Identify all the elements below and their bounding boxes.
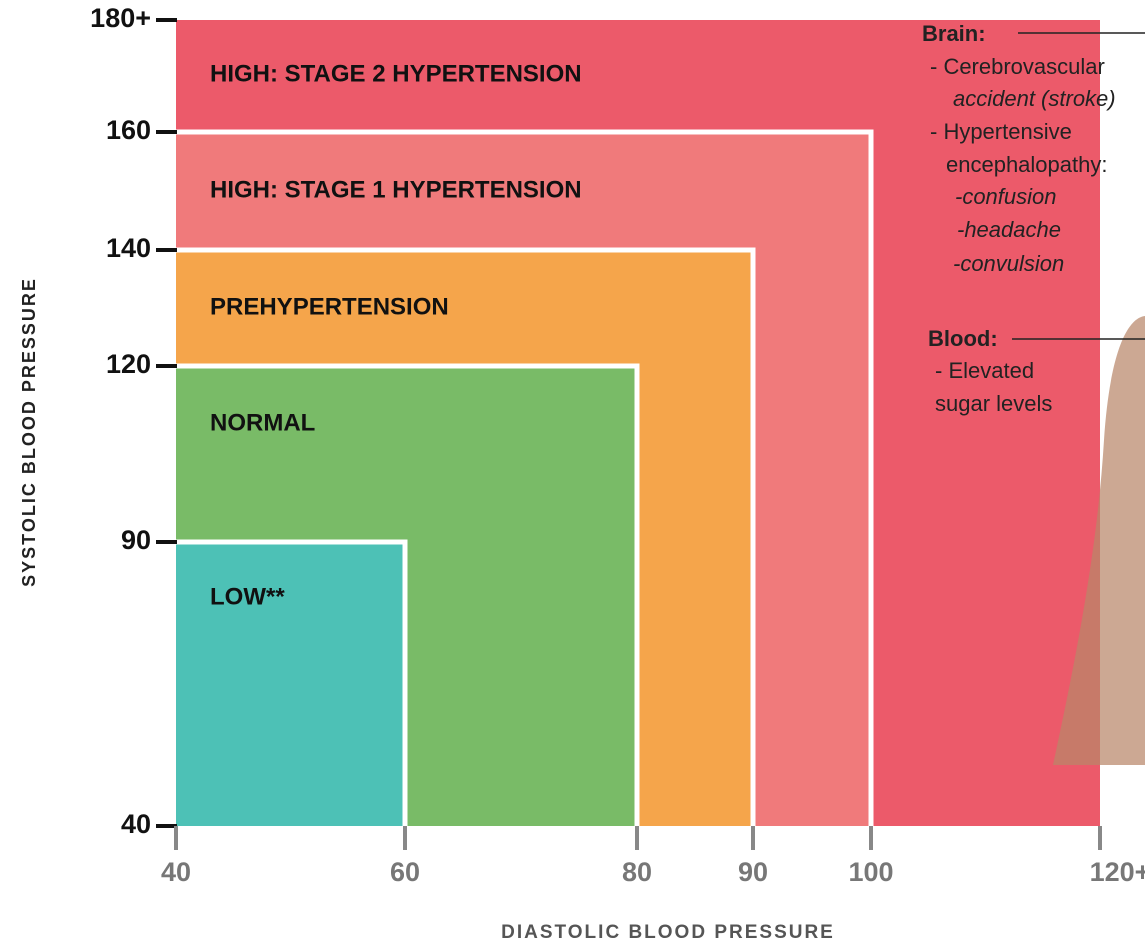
y-tick-label: 120 (106, 349, 151, 379)
zone-label: NORMAL (210, 409, 315, 436)
x-tick-label: 90 (738, 857, 768, 887)
annotation-line: -convulsion (953, 251, 1064, 276)
annotation-line: - Hypertensive (930, 119, 1072, 144)
annotation-line: sugar levels (935, 391, 1052, 416)
annotation-heading: Blood: (928, 326, 998, 351)
chart: HIGH: STAGE 2 HYPERTENSION HIGH: STAGE 1 … (0, 0, 1145, 945)
annotation-line: -confusion (955, 184, 1057, 209)
x-tick-label: 80 (622, 857, 652, 887)
x-tick-label: 100 (848, 857, 893, 887)
x-tick-label: 120+ (1090, 857, 1145, 887)
zone-label: PREHYPERTENSION (210, 293, 449, 320)
x-tick-label: 60 (390, 857, 420, 887)
zone-label: HIGH: STAGE 1 HYPERTENSION (210, 176, 582, 203)
y-axis-title: SYSTOLIC BLOOD PRESSURE (19, 277, 39, 587)
annotation-line: -headache (957, 217, 1061, 242)
y-tick-label: 40 (121, 809, 151, 839)
annotation-line: accident (stroke) (953, 86, 1116, 111)
y-tick-label: 180+ (90, 3, 151, 33)
annotation-line: - Cerebrovascular (930, 54, 1105, 79)
zone-label: HIGH: STAGE 2 HYPERTENSION (210, 60, 582, 87)
x-axis-title: DIASTOLIC BLOOD PRESSURE (501, 922, 835, 943)
annotation-heading: Brain: (922, 21, 986, 46)
x-tick-label: 40 (161, 857, 191, 887)
y-tick-label: 90 (121, 525, 151, 555)
annotation-line: encephalopathy: (946, 152, 1107, 177)
zone-label: LOW** (210, 583, 285, 610)
annotation-line: - Elevated (935, 358, 1034, 383)
y-tick-label: 160 (106, 115, 151, 145)
y-tick-label: 140 (106, 233, 151, 263)
